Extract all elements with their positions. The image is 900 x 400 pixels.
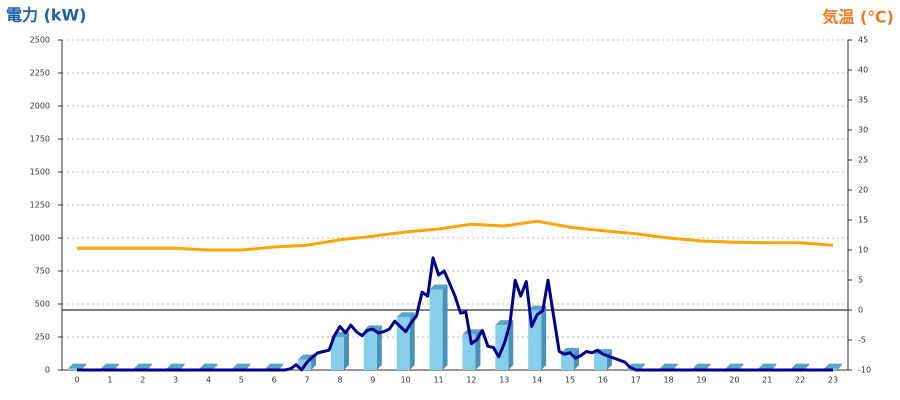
x-tick-label: 13 xyxy=(499,376,509,385)
x-tick-label: 22 xyxy=(795,376,805,385)
x-tick-label: 8 xyxy=(337,376,342,385)
x-tick-label: 9 xyxy=(370,376,375,385)
bar-side xyxy=(606,349,612,370)
bar-top xyxy=(725,363,744,369)
bar xyxy=(593,354,607,370)
y2-tick-label: 45 xyxy=(858,36,868,45)
bar-top xyxy=(199,363,218,369)
bar-side xyxy=(81,363,86,370)
x-tick-label: 5 xyxy=(239,376,244,385)
x-tick-label: 11 xyxy=(433,376,443,385)
bar-side xyxy=(343,332,349,370)
bar-side xyxy=(705,363,711,370)
bar-top xyxy=(429,284,448,290)
bar-top xyxy=(758,363,777,369)
y2-tick-label: 20 xyxy=(858,186,868,195)
x-tick-label: 1 xyxy=(107,376,112,385)
bar xyxy=(561,352,575,370)
bar-side xyxy=(146,363,152,370)
y-tick-label: 2000 xyxy=(30,102,50,111)
y-tick-label: 1750 xyxy=(30,135,50,144)
y-tick-label: 2500 xyxy=(30,36,50,45)
x-tick-label: 7 xyxy=(305,376,310,385)
y2-tick-label: 25 xyxy=(858,156,868,165)
x-tick-label: 6 xyxy=(272,376,277,385)
bar-side xyxy=(179,363,185,370)
x-tick-label: 3 xyxy=(173,376,178,385)
y2-tick-label: -10 xyxy=(858,366,871,375)
bar-side xyxy=(672,363,678,370)
bar-side xyxy=(278,363,284,370)
x-tick-label: 10 xyxy=(401,376,411,385)
x-tick-label: 17 xyxy=(631,376,641,385)
y-tick-label: 2250 xyxy=(30,69,50,78)
bar-top xyxy=(100,363,119,369)
x-tick-label: 4 xyxy=(206,376,211,385)
bar-top xyxy=(396,312,415,318)
y2-tick-label: 10 xyxy=(858,246,868,255)
x-tick-label: 23 xyxy=(828,376,838,385)
bar-top xyxy=(68,363,86,369)
bar-top xyxy=(166,363,185,369)
bar-side xyxy=(508,320,514,370)
y2-tick-label: -5 xyxy=(858,336,866,345)
bar-side xyxy=(804,363,810,370)
bar-side xyxy=(245,363,251,370)
y2-tick-label: 5 xyxy=(858,276,863,285)
bar-side xyxy=(639,363,645,370)
bar xyxy=(429,289,443,370)
y2-tick-label: 15 xyxy=(858,216,868,225)
bar-side xyxy=(113,363,119,370)
bar xyxy=(330,337,344,370)
x-tick-label: 16 xyxy=(598,376,608,385)
x-tick-label: 14 xyxy=(532,376,542,385)
y-tick-label: 1250 xyxy=(30,201,50,210)
temperature-line xyxy=(77,219,834,252)
y-tick-label: 1500 xyxy=(30,168,50,177)
y-tick-label: 1000 xyxy=(30,234,50,243)
left-axis-title: 電力 (kW) xyxy=(6,6,87,25)
bar-side xyxy=(442,284,448,370)
bar-side xyxy=(376,325,382,370)
y2-tick-label: 0 xyxy=(858,306,863,315)
bar-side xyxy=(541,305,547,370)
x-tick-label: 21 xyxy=(762,376,772,385)
y2-tick-label: 30 xyxy=(858,126,868,135)
y2-tick-label: 40 xyxy=(858,66,868,75)
x-tick-label: 2 xyxy=(140,376,145,385)
bar-top xyxy=(659,363,678,369)
x-tick-label: 20 xyxy=(729,376,739,385)
bar-top xyxy=(232,363,251,369)
bar-top xyxy=(791,363,810,369)
y-tick-label: 0 xyxy=(45,366,50,375)
bar-top xyxy=(462,329,481,335)
x-tick-label: 0 xyxy=(74,376,79,385)
bar xyxy=(363,330,377,370)
power-line xyxy=(77,256,833,372)
x-tick-label: 19 xyxy=(696,376,706,385)
bar-top xyxy=(133,363,152,369)
bar xyxy=(68,368,81,370)
y2-tick-label: 35 xyxy=(858,96,868,105)
y-tick-label: 250 xyxy=(35,333,50,342)
bar xyxy=(462,334,476,370)
x-tick-label: 18 xyxy=(664,376,674,385)
y-tick-label: 750 xyxy=(35,267,50,276)
bar-top xyxy=(824,363,842,369)
x-tick-label: 15 xyxy=(565,376,575,385)
bar-side xyxy=(409,312,415,370)
bar-side xyxy=(738,363,744,370)
bar-side xyxy=(837,363,842,370)
bar-top xyxy=(265,363,284,369)
x-tick-label: 12 xyxy=(466,376,476,385)
bar-top xyxy=(561,347,580,353)
bar-side xyxy=(212,363,218,370)
bar-side xyxy=(771,363,777,370)
y-tick-label: 500 xyxy=(35,300,50,309)
bar-top xyxy=(692,363,711,369)
right-axis-title: 気温 (℃) xyxy=(822,8,894,27)
